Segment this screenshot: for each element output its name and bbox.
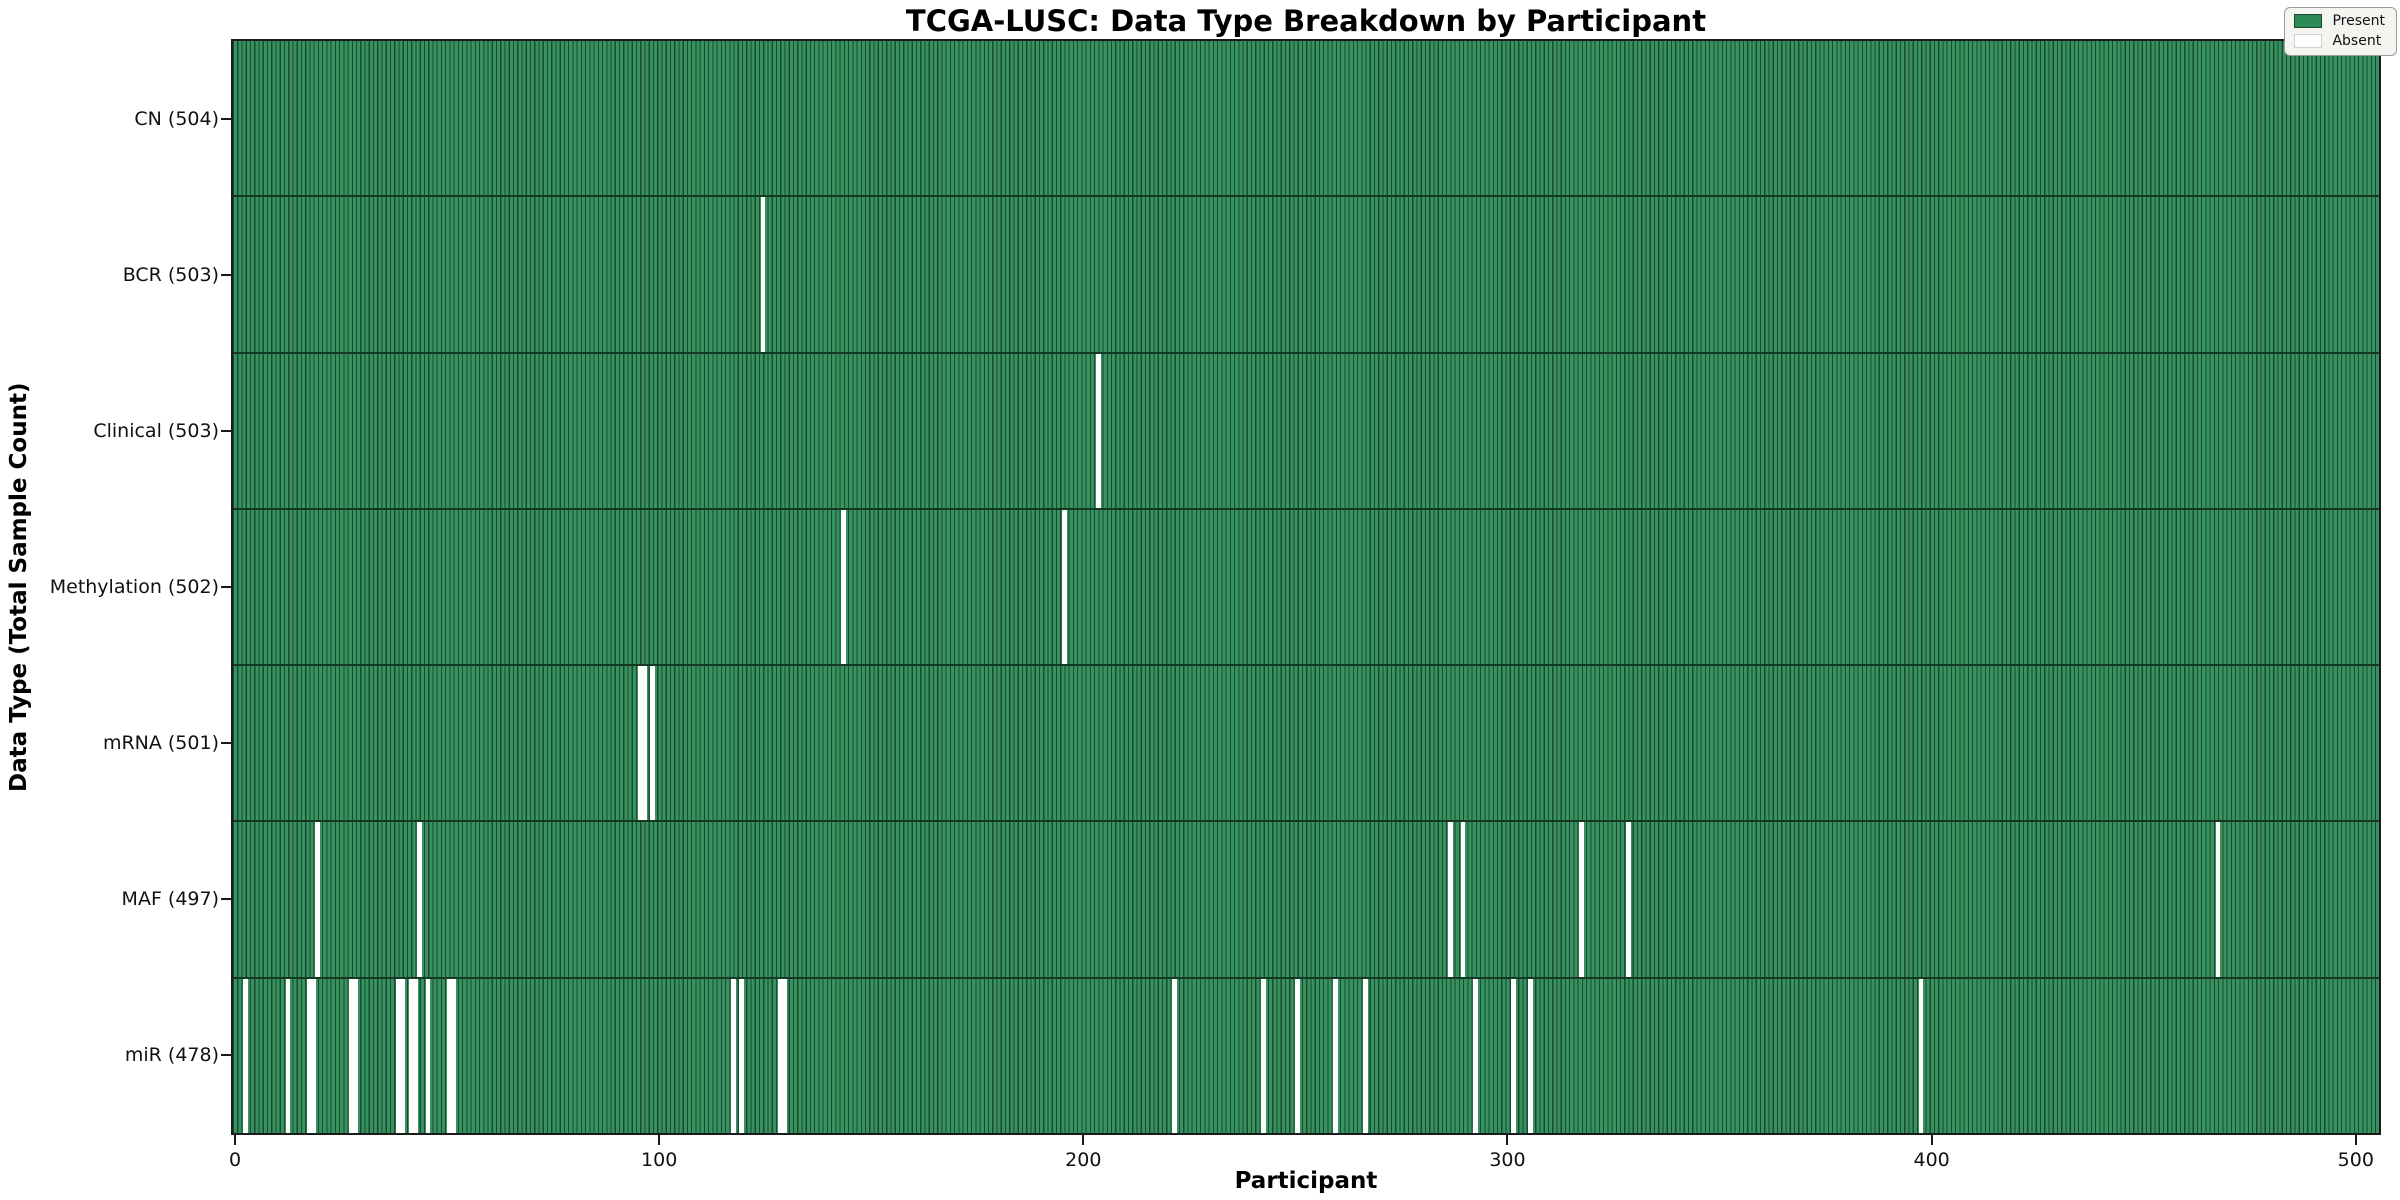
y-tick-mark bbox=[221, 118, 231, 120]
y-tick-label: miR (478) bbox=[124, 1044, 219, 1066]
absent-gap bbox=[641, 666, 647, 821]
absent-gap bbox=[1095, 353, 1101, 508]
absent-gap bbox=[353, 978, 359, 1133]
absent-gap bbox=[451, 978, 456, 1133]
absent-swatch-icon bbox=[2294, 34, 2323, 48]
x-tick-label: 300 bbox=[1489, 1149, 1526, 1171]
y-tick-mark bbox=[221, 274, 231, 276]
absent-gap bbox=[1362, 978, 1368, 1133]
legend-label-present: Present bbox=[2332, 13, 2385, 29]
y-tick-mark bbox=[221, 742, 231, 744]
x-axis-label: Participant bbox=[1234, 1168, 1378, 1194]
legend-label-absent: Absent bbox=[2332, 33, 2382, 49]
heatmap-row-cn bbox=[233, 41, 2379, 198]
absent-gap bbox=[1511, 978, 1517, 1133]
absent-gap bbox=[408, 978, 414, 1133]
heatmap-row-bcr bbox=[233, 197, 2379, 354]
absent-gap bbox=[1625, 822, 1631, 977]
absent-gap bbox=[446, 978, 452, 1133]
y-tick-label: BCR (503) bbox=[122, 264, 219, 286]
legend-entry-absent: Absent bbox=[2294, 34, 2385, 48]
x-tick-mark bbox=[2354, 1135, 2357, 1145]
absent-gap bbox=[417, 822, 422, 977]
x-tick-label: 100 bbox=[641, 1149, 678, 1171]
y-tick-label: mRNA (501) bbox=[102, 732, 219, 754]
legend: Present Absent bbox=[2284, 7, 2397, 56]
absent-gap bbox=[781, 978, 787, 1133]
heatmap-row-methylation bbox=[233, 509, 2379, 667]
y-tick-label: MAF (497) bbox=[121, 888, 219, 910]
absent-gap bbox=[315, 822, 321, 977]
absent-gap bbox=[650, 666, 656, 821]
legend-entry-present: Present bbox=[2294, 14, 2385, 28]
absent-gap bbox=[739, 978, 745, 1133]
absent-gap bbox=[2215, 822, 2221, 977]
y-tick-mark bbox=[221, 898, 231, 900]
y-tick-label: Clinical (503) bbox=[93, 420, 219, 442]
absent-gap bbox=[777, 978, 783, 1133]
x-tick-label: 200 bbox=[1065, 1149, 1102, 1171]
absent-gap bbox=[1579, 822, 1585, 977]
absent-gap bbox=[760, 197, 766, 352]
x-tick-mark bbox=[1082, 1135, 1085, 1145]
y-axis-label: Data Type (Total Sample Count) bbox=[6, 382, 32, 792]
absent-gap bbox=[243, 978, 248, 1133]
heatmap-row-mir bbox=[233, 978, 2379, 1133]
absent-gap bbox=[1333, 978, 1339, 1133]
absent-gap bbox=[1261, 978, 1266, 1133]
absent-gap bbox=[841, 509, 847, 665]
absent-gap bbox=[1295, 978, 1300, 1133]
chart-title: TCGA-LUSC: Data Type Breakdown by Partic… bbox=[905, 4, 1707, 38]
x-tick-mark bbox=[234, 1135, 236, 1145]
y-tick-mark bbox=[221, 586, 231, 588]
absent-gap bbox=[637, 666, 643, 821]
absent-gap bbox=[1473, 978, 1479, 1133]
absent-gap bbox=[1460, 822, 1466, 977]
heatmap-row-mrna bbox=[233, 666, 2379, 823]
x-tick-label: 400 bbox=[1913, 1149, 1950, 1171]
absent-gap bbox=[1061, 509, 1067, 665]
absent-gap bbox=[425, 978, 431, 1133]
absent-gap bbox=[1447, 822, 1453, 977]
absent-gap bbox=[400, 978, 405, 1133]
x-tick-label: 500 bbox=[2337, 1149, 2374, 1171]
plot-area bbox=[231, 39, 2381, 1135]
absent-gap bbox=[285, 978, 291, 1133]
x-tick-mark bbox=[1506, 1135, 1509, 1145]
absent-gap bbox=[1918, 978, 1924, 1133]
y-tick-mark bbox=[221, 1054, 231, 1056]
y-tick-label: Methylation (502) bbox=[49, 576, 219, 598]
absent-gap bbox=[730, 978, 736, 1133]
x-tick-label: 0 bbox=[228, 1149, 242, 1171]
y-tick-label: CN (504) bbox=[134, 108, 219, 130]
absent-gap bbox=[1528, 978, 1534, 1133]
present-swatch-icon bbox=[2294, 14, 2323, 28]
absent-gap bbox=[1172, 978, 1177, 1133]
absent-gap bbox=[349, 978, 355, 1133]
heatmap-row-maf bbox=[233, 822, 2379, 979]
y-tick-mark bbox=[221, 430, 231, 432]
heatmap-row-clinical bbox=[233, 353, 2379, 510]
absent-gap bbox=[306, 978, 312, 1133]
absent-gap bbox=[395, 978, 401, 1133]
absent-gap bbox=[412, 978, 418, 1133]
x-tick-mark bbox=[658, 1135, 661, 1145]
absent-gap bbox=[311, 978, 316, 1133]
x-tick-mark bbox=[1930, 1135, 1933, 1145]
